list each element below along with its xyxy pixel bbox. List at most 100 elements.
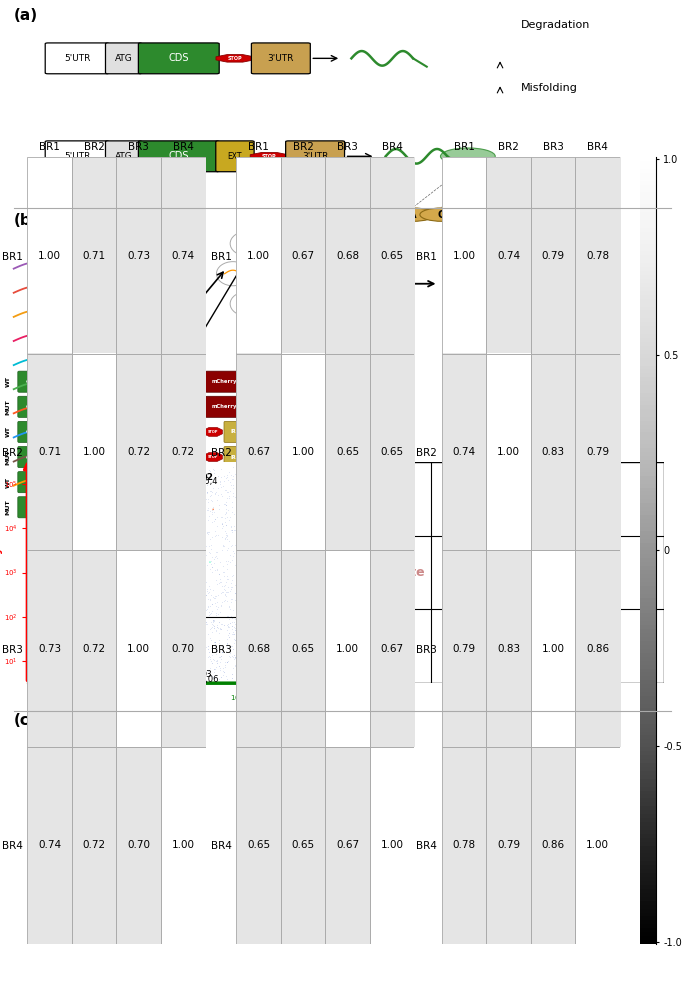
Point	[176, 531, 187, 547]
Point	[158, 519, 169, 535]
Point	[106, 620, 117, 636]
Point	[95, 519, 105, 535]
Point	[225, 575, 236, 591]
Text: Oligo
library: Oligo library	[64, 213, 114, 242]
Point	[136, 513, 147, 529]
Point	[119, 481, 129, 496]
Point	[182, 493, 192, 509]
Point	[130, 493, 141, 509]
Point	[147, 523, 158, 539]
Point	[36, 630, 47, 646]
Point	[116, 533, 127, 549]
Point	[110, 527, 121, 543]
Point	[143, 539, 154, 554]
Point	[110, 528, 121, 544]
Point	[90, 660, 101, 675]
Point	[149, 498, 160, 514]
Point	[145, 617, 156, 633]
Point	[145, 549, 156, 565]
Point	[92, 520, 103, 536]
Point	[40, 545, 51, 560]
Point	[27, 534, 38, 549]
Point	[190, 638, 201, 654]
Point	[182, 586, 192, 602]
Point	[66, 530, 77, 546]
Point	[143, 503, 154, 519]
Point	[132, 526, 142, 542]
Point	[145, 522, 156, 538]
Point	[134, 521, 145, 537]
Point	[136, 587, 147, 603]
Point	[155, 527, 166, 543]
Point	[32, 609, 43, 625]
Point	[140, 509, 151, 525]
Text: V: V	[166, 428, 171, 436]
Point	[153, 520, 164, 536]
Point	[45, 599, 56, 614]
Point	[99, 495, 110, 511]
Point	[60, 637, 71, 653]
Point	[138, 518, 149, 534]
Point	[144, 653, 155, 668]
Point	[107, 519, 118, 535]
Point	[221, 517, 232, 533]
Point	[242, 584, 253, 600]
Point	[145, 517, 155, 533]
Point	[155, 506, 166, 522]
Point	[155, 526, 166, 542]
Point	[138, 508, 149, 524]
Point	[102, 469, 113, 485]
Point	[127, 528, 138, 544]
Point	[173, 525, 184, 541]
Point	[189, 624, 200, 640]
Point	[191, 465, 202, 481]
Point	[164, 516, 175, 532]
Point	[138, 582, 149, 598]
Point	[121, 548, 132, 563]
Point	[114, 514, 125, 530]
Point	[53, 514, 64, 530]
Point	[39, 650, 50, 665]
Point	[126, 593, 137, 608]
Point	[158, 544, 169, 559]
Point	[245, 629, 256, 645]
Point	[128, 518, 139, 534]
Point	[94, 637, 105, 653]
Point	[208, 463, 219, 479]
Point	[210, 622, 221, 638]
Point	[105, 538, 116, 553]
Point	[107, 516, 118, 532]
Point	[39, 519, 50, 535]
Point	[66, 541, 77, 556]
Point	[159, 669, 170, 685]
Point	[140, 545, 151, 560]
Point	[129, 543, 140, 558]
Text: 0.83: 0.83	[497, 644, 520, 654]
Point	[29, 536, 40, 551]
Point	[56, 512, 67, 528]
Point	[35, 535, 46, 550]
Point	[65, 521, 76, 537]
Text: 1,06: 1,06	[200, 675, 219, 684]
Point	[127, 529, 138, 545]
Point	[97, 627, 108, 643]
Point	[227, 669, 238, 685]
Point	[119, 540, 130, 555]
Point	[155, 507, 166, 523]
Bar	[72, 157, 116, 354]
Point	[102, 632, 113, 648]
Point	[71, 518, 82, 534]
Point	[94, 497, 105, 513]
Point	[153, 506, 164, 522]
Point	[118, 520, 129, 536]
Text: 0.78: 0.78	[453, 840, 475, 850]
Point	[82, 529, 93, 545]
Point	[103, 515, 114, 531]
Point	[234, 464, 245, 480]
Point	[103, 521, 114, 537]
Point	[158, 543, 169, 558]
Point	[170, 480, 181, 495]
Point	[142, 538, 153, 553]
Point	[49, 549, 60, 564]
Point	[92, 520, 103, 536]
